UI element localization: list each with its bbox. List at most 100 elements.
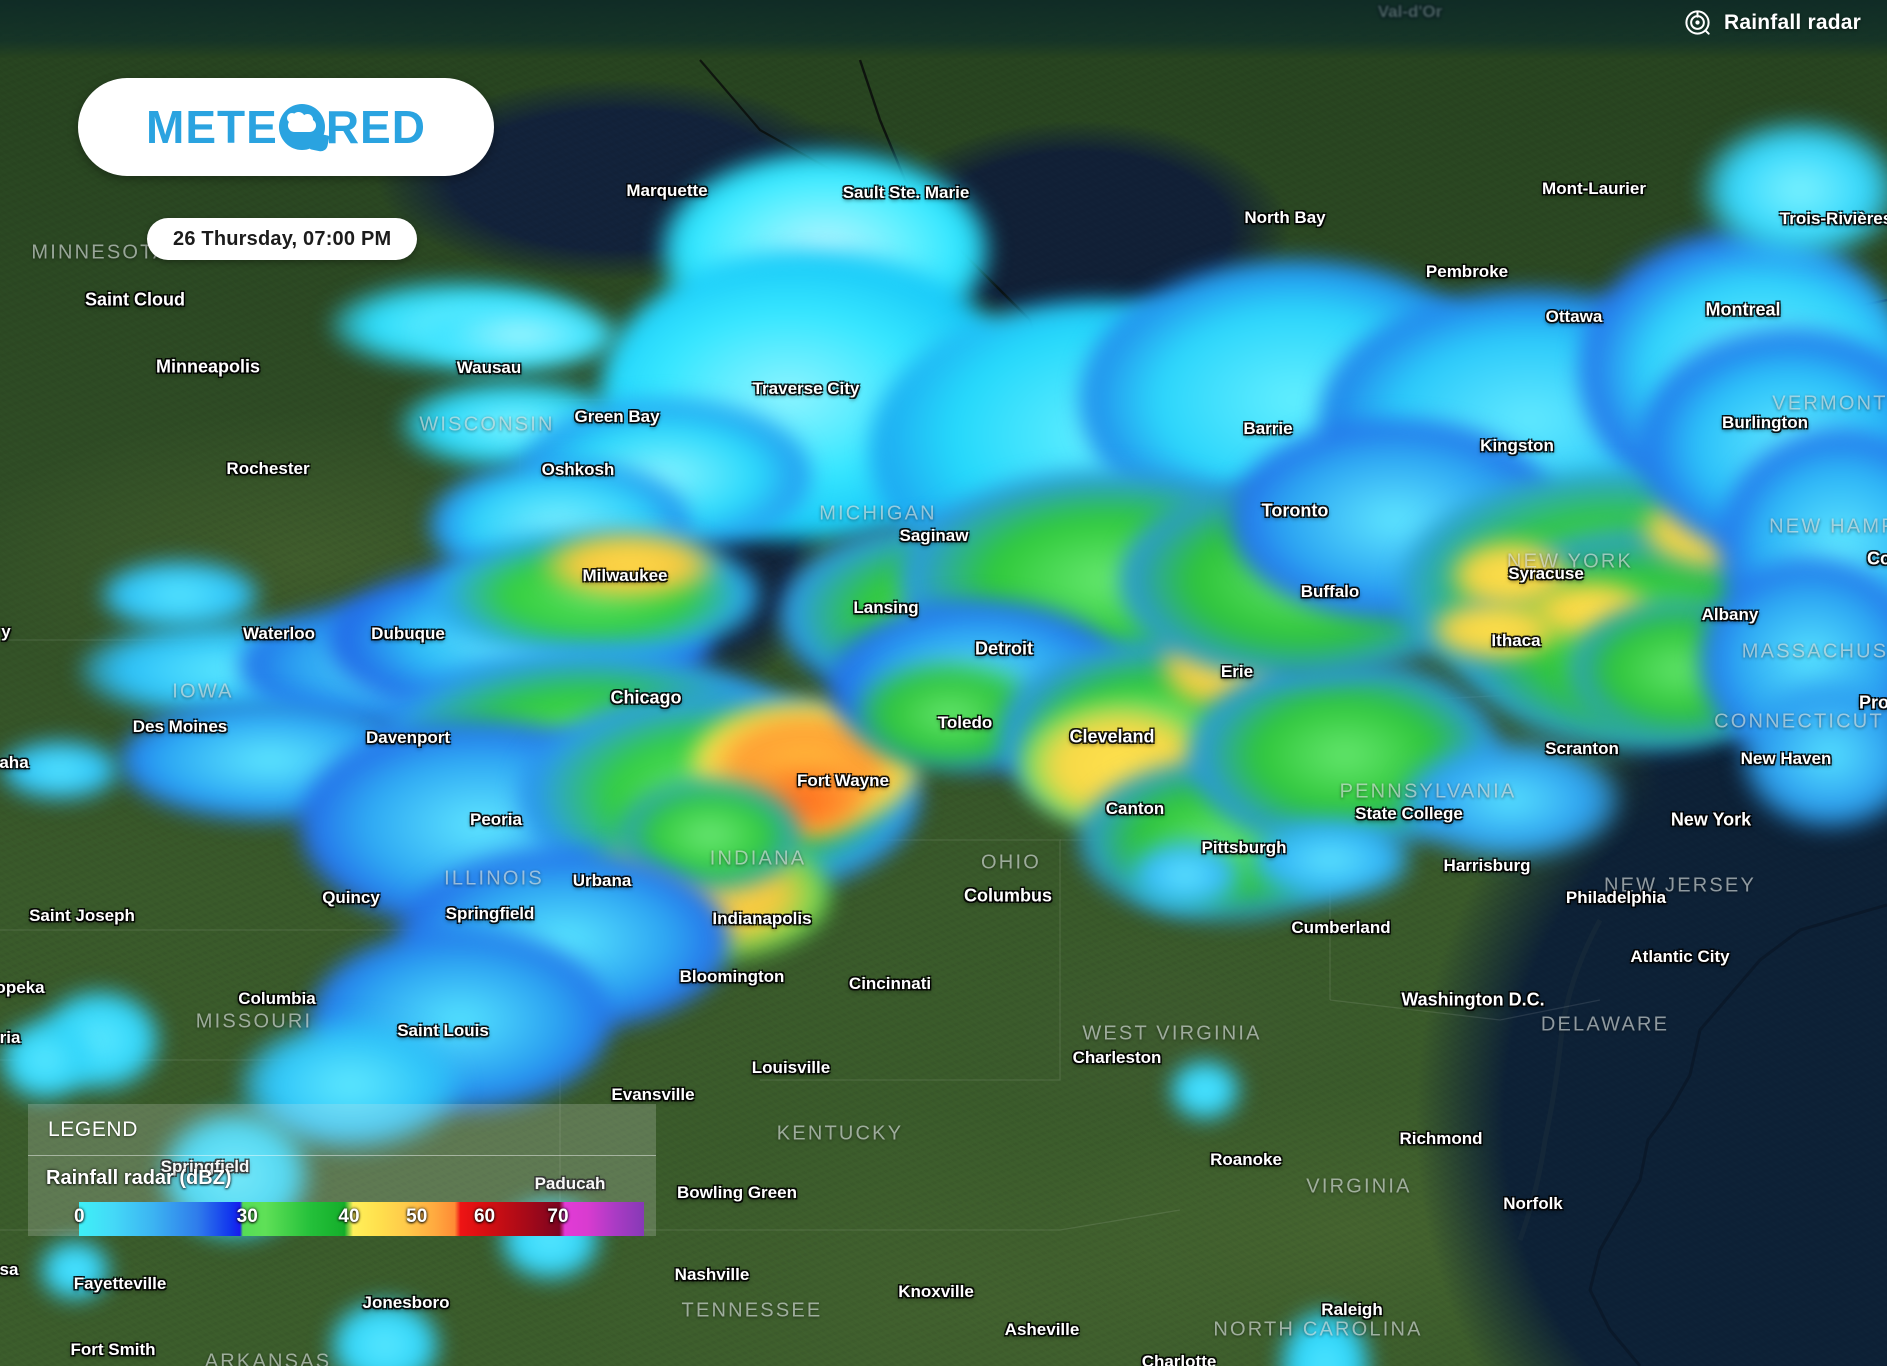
city-label: Ottawa [1545, 307, 1603, 326]
state-label: MISSOURI [195, 1010, 313, 1033]
logo-text-post: RED [325, 101, 426, 153]
radar-layer-title[interactable]: Rainfall radar [1684, 9, 1861, 36]
city-label: Cumberland [1291, 918, 1391, 937]
city-label: Paducah [534, 1174, 606, 1193]
legend-tick-70: 70 [547, 1206, 569, 1227]
city-label: North Bay [1244, 208, 1326, 227]
city-label: Lansing [853, 598, 919, 617]
city-label: Springfield [160, 1157, 250, 1176]
city-label: Harrisburg [1443, 856, 1531, 875]
state-label: DELAWARE [1540, 1013, 1670, 1036]
city-label: Trois-Rivières [1779, 209, 1887, 228]
legend-panel: LEGEND Rainfall radar (dBZ) 0 30 40 50 60 70 [28, 1104, 656, 1236]
city-label: Fayetteville [73, 1274, 167, 1293]
city-label: Rochester [226, 459, 310, 478]
city-label-clipped: Co [1867, 548, 1887, 569]
state-label: WEST VIRGINIA [1082, 1022, 1262, 1045]
state-label: OHIO [981, 851, 1041, 874]
legend-tick-40: 40 [338, 1206, 360, 1227]
city-label: Canton [1105, 799, 1165, 818]
legend-scale-label: Rainfall radar (dBZ) [46, 1167, 232, 1189]
logo-wordmark: METE RED [146, 100, 426, 154]
city-label: Saint Louis [397, 1021, 489, 1040]
logo-text-pre: METE [146, 101, 278, 153]
city-label: Washington D.C. [1401, 989, 1545, 1010]
city-label: Buffalo [1300, 582, 1360, 601]
city-label: Oshkosh [541, 460, 615, 479]
city-label: Waterloo [242, 624, 316, 643]
legend-heading: LEGEND [48, 1118, 138, 1141]
timestamp-label: 26 Thursday, 07:00 PM [173, 227, 392, 250]
city-label: Sault Ste. Marie [842, 183, 970, 202]
city-label: Milwaukee [582, 566, 668, 585]
city-label: New York [1670, 809, 1752, 830]
city-label: Louisville [751, 1058, 831, 1077]
city-label: Evansville [611, 1085, 695, 1104]
city-label: Marquette [626, 181, 708, 200]
city-label: Dubuque [371, 624, 445, 643]
meteored-logo[interactable]: METE RED [78, 78, 494, 176]
city-label: Erie [1220, 662, 1254, 681]
state-label: WISCONSIN [419, 413, 555, 436]
city-label-clipped: y [1, 622, 11, 641]
legend-tick-50: 50 [406, 1206, 428, 1227]
city-label: Bloomington [679, 967, 785, 986]
state-label: PENNSYLVANIA [1339, 780, 1517, 803]
city-label: Springfield [445, 904, 535, 923]
city-label: Bowling Green [677, 1183, 797, 1202]
city-label: Davenport [365, 728, 451, 747]
city-label-clipped: sa [0, 1260, 19, 1279]
radar-icon [1684, 9, 1711, 36]
city-label: Roanoke [1210, 1150, 1282, 1169]
city-label: Cleveland [1069, 726, 1155, 747]
city-label-clipped: ria [0, 1028, 21, 1047]
city-label: Burlington [1722, 413, 1808, 432]
city-label: Peoria [470, 810, 522, 829]
radar-title-text: Rainfall radar [1723, 10, 1861, 34]
city-label: Raleigh [1321, 1300, 1383, 1319]
city-label: Albany [1701, 605, 1759, 624]
city-label: Asheville [1004, 1320, 1080, 1339]
city-label: Indianapolis [712, 909, 812, 928]
state-label: NEW JERSEY [1603, 874, 1757, 897]
state-label: TENNESSEE [681, 1299, 823, 1322]
city-label: Atlantic City [1630, 947, 1730, 966]
legend-colorbar [79, 1202, 644, 1236]
city-label: Quincy [322, 888, 380, 907]
timestamp-pill[interactable]: 26 Thursday, 07:00 PM [147, 218, 418, 260]
city-label: Nashville [674, 1265, 750, 1284]
city-label: State College [1355, 804, 1463, 823]
legend-tick-30: 30 [236, 1206, 258, 1227]
city-label: Mont-Laurier [1542, 179, 1646, 198]
state-label: CONNECTICUT [1714, 710, 1884, 733]
city-label: Green Bay [574, 407, 660, 426]
city-label: Traverse City [752, 379, 860, 398]
city-label: Syracuse [1508, 564, 1584, 583]
city-label: Pittsburgh [1201, 838, 1287, 857]
legend-colorbar-wrap: 0 30 40 50 60 70 [44, 1202, 644, 1236]
city-label: Minneapolis [155, 356, 261, 377]
state-label: VERMONT [1772, 392, 1887, 415]
city-label: Chicago [610, 687, 682, 708]
city-label-clipped: opeka [0, 978, 45, 997]
city-label: Saint Cloud [85, 289, 185, 310]
city-label: Kingston [1480, 436, 1554, 455]
state-label: KENTUCKY [776, 1122, 904, 1145]
city-label: Fort Wayne [797, 771, 889, 790]
legend-divider [28, 1155, 656, 1156]
state-label: INDIANA [709, 847, 807, 870]
city-label: Saint Joseph [29, 906, 135, 925]
city-label: Toledo [937, 713, 993, 732]
state-label: ARKANSAS [204, 1350, 332, 1366]
city-label: Detroit [975, 638, 1033, 659]
city-label: Columbus [964, 885, 1052, 906]
city-label: New Haven [1740, 749, 1832, 768]
city-label: Urbana [572, 871, 632, 890]
city-label: Norfolk [1503, 1194, 1563, 1213]
city-label: Knoxville [898, 1282, 974, 1301]
city-label: Saginaw [899, 526, 969, 545]
legend-tick-0: 0 [74, 1206, 85, 1227]
